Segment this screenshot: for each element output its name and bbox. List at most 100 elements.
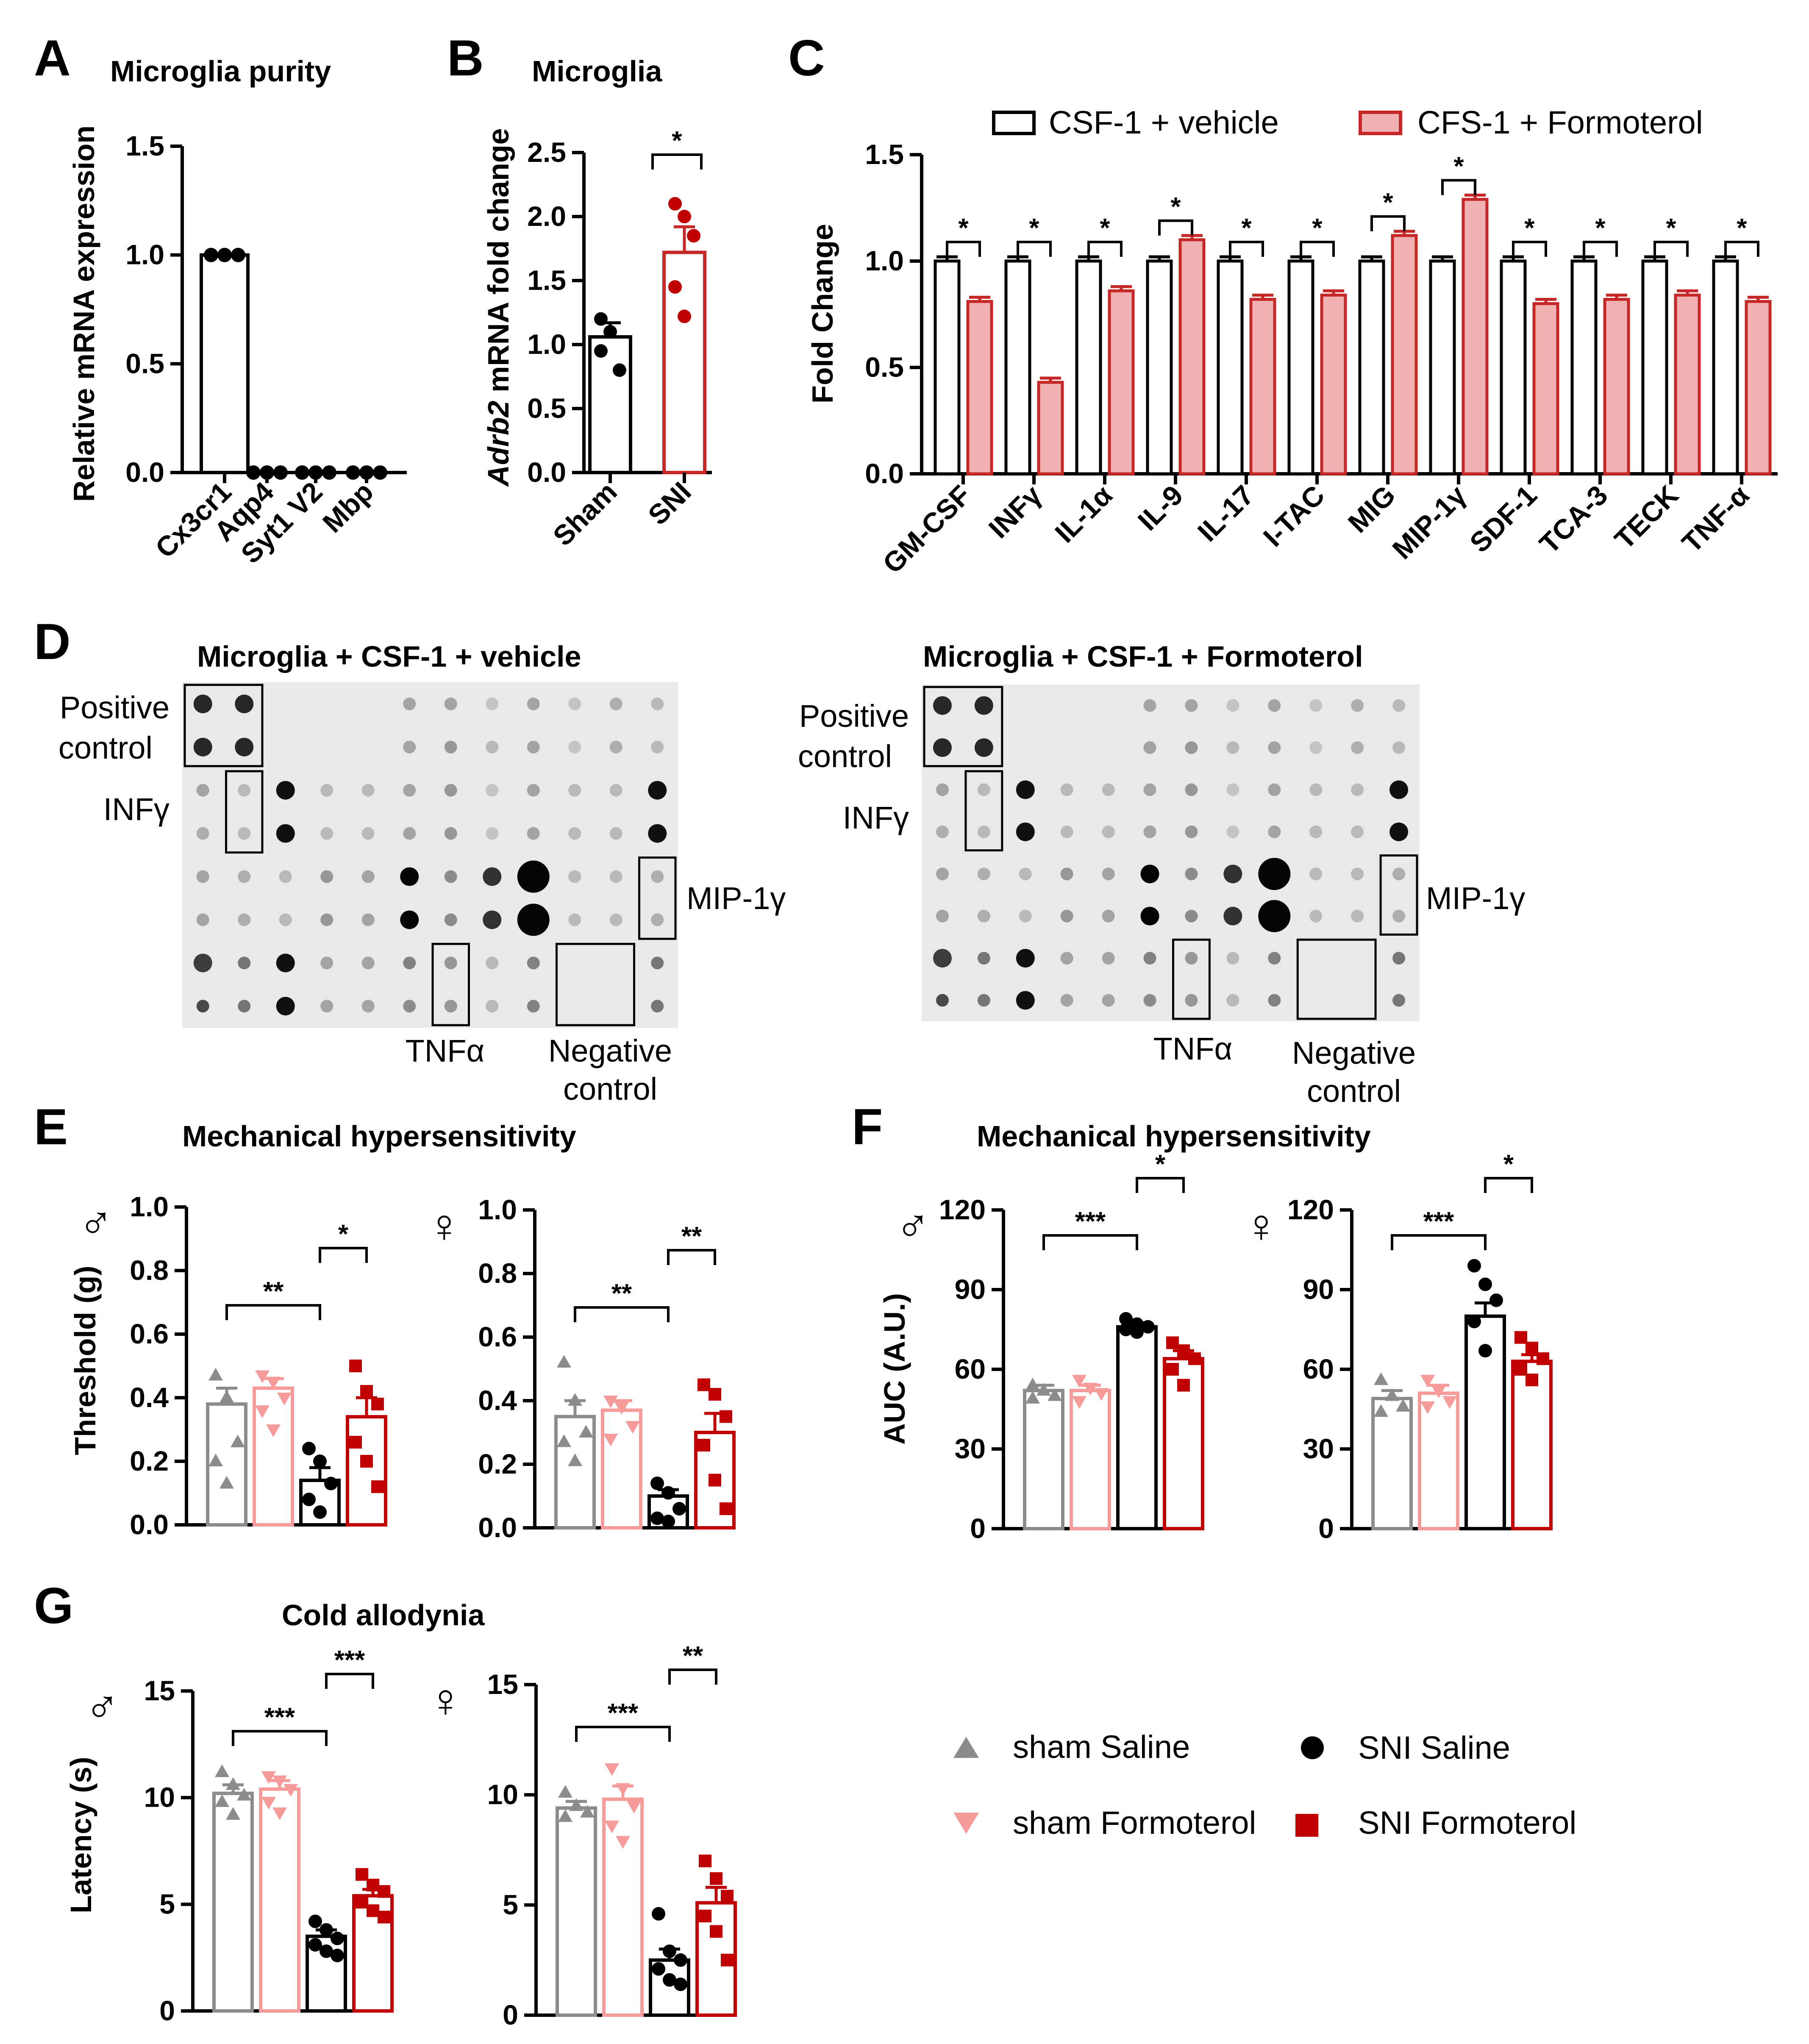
b-ytick-label-0: 0.0 [527, 456, 566, 488]
c-3-bracket [1158, 219, 1193, 236]
blot-right-spot-0-1 [974, 696, 993, 715]
blot-left-spot-2-3 [320, 784, 333, 797]
b-bar-0 [588, 335, 632, 474]
b-point-1-2 [687, 229, 700, 243]
blot-left-spot-6-5 [403, 957, 416, 970]
b-significance: * [672, 126, 682, 156]
b-point-1-4 [678, 309, 691, 323]
ylabel-b-rest: mRNA fold change [482, 128, 515, 400]
blot-left-spot-7-8 [527, 1000, 540, 1013]
blot-right-spot-0-5 [1143, 699, 1156, 712]
f-male-bar-2 [1116, 1325, 1158, 1531]
e-female-pair1-bracket [574, 1306, 670, 1322]
blot-right-box-negative [1296, 938, 1377, 1020]
b-ytick-label-3: 1.5 [527, 264, 566, 296]
e-female-point-2-2 [672, 1502, 686, 1516]
blot-left-spot-1-0 [193, 737, 212, 756]
c-ytick-label-3: 1.5 [865, 139, 904, 170]
e-female-point-0-2 [579, 1425, 593, 1438]
f-female-point-2-0 [1467, 1259, 1481, 1273]
b-ytick-label-1: 0.5 [527, 392, 566, 424]
blot-right-spot-7-7 [1226, 994, 1239, 1007]
legend-c-vehicle-label: CSF-1 + vehicle [1049, 105, 1279, 141]
e-male-point-0-1 [220, 1390, 234, 1403]
blot-right-spot-4-4 [1102, 868, 1115, 881]
c-bar-formoterol-1 [1037, 381, 1064, 476]
c-ytick-label-0: 0.0 [865, 458, 904, 489]
blot-right-spot-0-8 [1268, 699, 1281, 712]
blot-right-spot-6-11 [1392, 951, 1406, 965]
blot-right-spot-1-6 [1185, 741, 1198, 754]
blot-right-spot-0-6 [1185, 699, 1198, 712]
g-female-ytick-label-2: 10 [487, 1779, 518, 1810]
e-female-bar-1 [601, 1408, 642, 1530]
c-category-5: I-TAC [1257, 479, 1331, 553]
f-male-point-0-2 [1048, 1388, 1062, 1401]
g-female-ytick-label-1: 5 [503, 1889, 518, 1920]
blot-right-spot-2-6 [1185, 783, 1198, 796]
e-male-ytick-label-4: 0.8 [130, 1254, 169, 1286]
c-category-2: IL-1α [1049, 479, 1118, 549]
g-female-sex-symbol: ♀ [428, 1674, 463, 1727]
c-category-6: MIG [1342, 479, 1401, 539]
blot-right-spot-2-1 [977, 783, 990, 796]
f-male-point-0-1 [1036, 1383, 1051, 1396]
ylabel-g: Latency (s) [64, 1757, 97, 1913]
legend-sni-saline-label: SNI Saline [1358, 1730, 1510, 1766]
blot-right-spot-2-8 [1268, 783, 1281, 796]
a-point-1-0 [246, 465, 261, 480]
f-male-pair1-significance: *** [1075, 1207, 1106, 1236]
ylabel-b-gene: Adrb2 [482, 400, 515, 487]
title-b: Microglia [532, 55, 662, 88]
legend-sni-formoterol-marker [1295, 1814, 1318, 1837]
ylabel-c: Fold Change [806, 224, 839, 403]
f-female-point-2-1 [1478, 1277, 1492, 1291]
g-female-point-3-3 [699, 1910, 711, 1922]
f-female-point-3-4 [1526, 1374, 1538, 1387]
blot-left-spot-4-7 [483, 867, 502, 886]
blot-right-spot-3-7 [1226, 825, 1239, 838]
blot-right-spot-0-9 [1309, 699, 1323, 712]
f-male-bar-1 [1070, 1389, 1111, 1530]
blot-right-spot-6-5 [1143, 951, 1156, 965]
e-male-point-1-4 [266, 1424, 281, 1437]
blot-left-spot-5-3 [320, 913, 333, 926]
f-male-point-2-2 [1141, 1320, 1155, 1334]
c-0-bracket [946, 241, 981, 257]
c-bar-vehicle-0 [934, 259, 961, 476]
g-female-point-1-4 [616, 1836, 630, 1849]
e-male-ytick-label-3: 0.6 [130, 1318, 169, 1349]
c-bar-formoterol-11 [1745, 300, 1772, 476]
blot-left-spot-0-6 [444, 697, 457, 710]
c-11-bracket [1724, 241, 1759, 257]
blot-right-box-mip [1379, 854, 1418, 936]
panel-letter-a: A [34, 30, 71, 86]
blot-right-spot-5-11 [1392, 909, 1406, 923]
blot-left-spot-7-5 [403, 1000, 416, 1013]
blot-left-spot-7-6 [444, 1000, 457, 1013]
blot-right-spot-5-8 [1258, 900, 1291, 932]
c-6-significance: * [1383, 188, 1393, 217]
f-female-point-2-4 [1478, 1344, 1492, 1358]
a-ytick-label-2: 1.0 [125, 239, 164, 270]
title-a: Microglia purity [110, 55, 331, 88]
b-point-1-3 [668, 280, 682, 294]
legend-sni-saline-marker [1301, 1736, 1324, 1759]
g-male-point-2-4 [320, 1944, 333, 1958]
blot-right-spot-4-11 [1392, 868, 1406, 881]
blot-left-spot-6-1 [238, 957, 251, 970]
g-female-point-0-2 [580, 1805, 595, 1818]
e-male-ytick-label-2: 0.4 [130, 1382, 169, 1413]
blot-left-spot-4-8 [517, 860, 550, 893]
blot-left-spot-5-11 [651, 913, 664, 926]
b-point-0-3 [594, 344, 608, 358]
title-e: Mechanical hypersensitivity [182, 1120, 576, 1153]
blot-left-spot-3-7 [486, 827, 499, 840]
g-male-point-1-0 [261, 1771, 276, 1784]
g-female-point-2-4 [663, 1973, 676, 1987]
f-male-point-3-0 [1166, 1336, 1179, 1349]
blot-left-positive-2: control [58, 730, 153, 765]
g-male-point-2-3 [308, 1938, 322, 1952]
c-ytick-label-1: 0.5 [865, 351, 904, 383]
blot-right-spot-5-1 [977, 909, 990, 923]
